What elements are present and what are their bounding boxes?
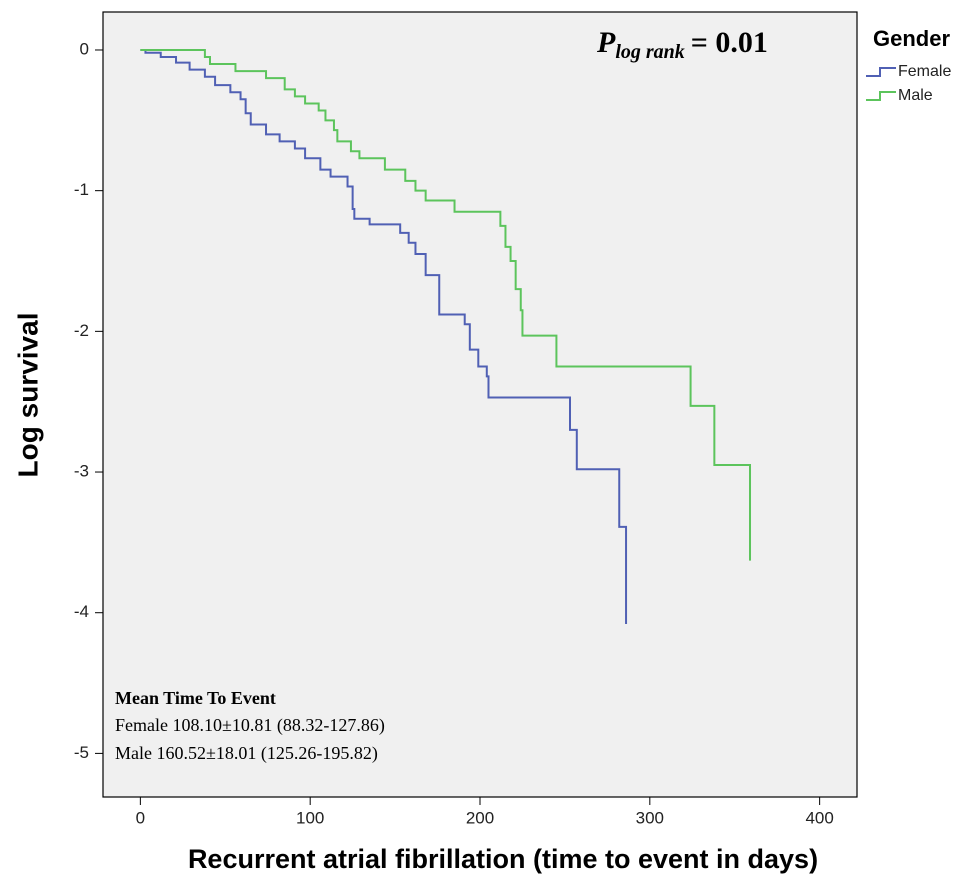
y-tick-label: -3 (74, 462, 89, 481)
legend-swatch (866, 67, 896, 77)
p-value-subscript: log rank (615, 41, 684, 63)
legend-title: Gender (873, 26, 950, 51)
p-value-text: = 0.01 (691, 26, 768, 59)
legend-label: Female (898, 63, 951, 80)
plot-area (102, 11, 858, 798)
p-value-symbol: P (596, 26, 616, 59)
y-axis-label: Log survival (12, 313, 43, 478)
x-tick-label: 0 (136, 808, 145, 827)
y-tick-label: -4 (74, 602, 89, 621)
survival-line (140, 48, 752, 561)
x-axis-label: Recurrent atrial fibrillation (time to e… (188, 844, 818, 874)
note-line: Female 108.10±10.81 (88.32-127.86) (115, 715, 385, 736)
x-tick-label: 300 (636, 808, 664, 827)
x-tick-label: 200 (466, 808, 494, 827)
note-line: Male 160.52±18.01 (125.26-195.82) (115, 743, 378, 764)
y-tick-label: -1 (74, 180, 89, 199)
y-tick-label: -5 (74, 743, 89, 762)
note-title: Mean Time To Event (115, 688, 276, 708)
p-value: Plog rank = 0.01 (596, 26, 768, 63)
x-tick-label: 400 (805, 808, 833, 827)
survival-line (140, 48, 628, 624)
legend-label: Male (898, 87, 933, 104)
legend-swatch (866, 91, 896, 101)
x-tick-label: 100 (296, 808, 324, 827)
y-tick-label: 0 (80, 39, 89, 58)
y-tick-label: -2 (74, 321, 89, 340)
